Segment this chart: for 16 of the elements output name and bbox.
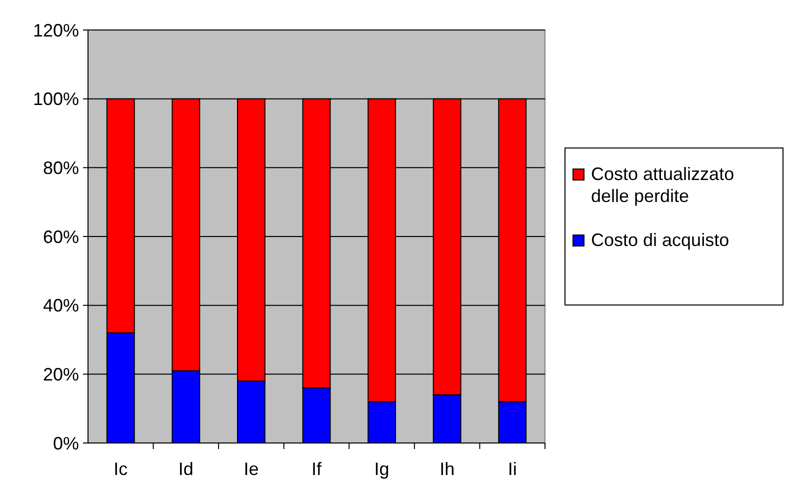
legend-label: Costo di acquisto [591,230,730,250]
x-tick-label: Ig [374,459,390,479]
x-tick-label: Ih [440,459,455,479]
x-tick-label: Ie [244,459,259,479]
y-tick-label: 120% [32,20,79,40]
x-tick-label: If [311,459,322,479]
y-tick-label: 60% [42,226,79,247]
legend-label: Costo attualizzato delle perdite [591,164,734,206]
y-tick-label: 40% [42,296,79,316]
y-tick-label: 80% [42,158,79,178]
y-tick-label: 0% [52,433,79,454]
y-tick-label: 20% [42,364,79,384]
x-tick-label: Ic [114,459,128,479]
x-tick-label: Ii [508,459,517,479]
x-tick-label: Id [178,459,194,479]
y-tick-label: 100% [32,89,79,110]
